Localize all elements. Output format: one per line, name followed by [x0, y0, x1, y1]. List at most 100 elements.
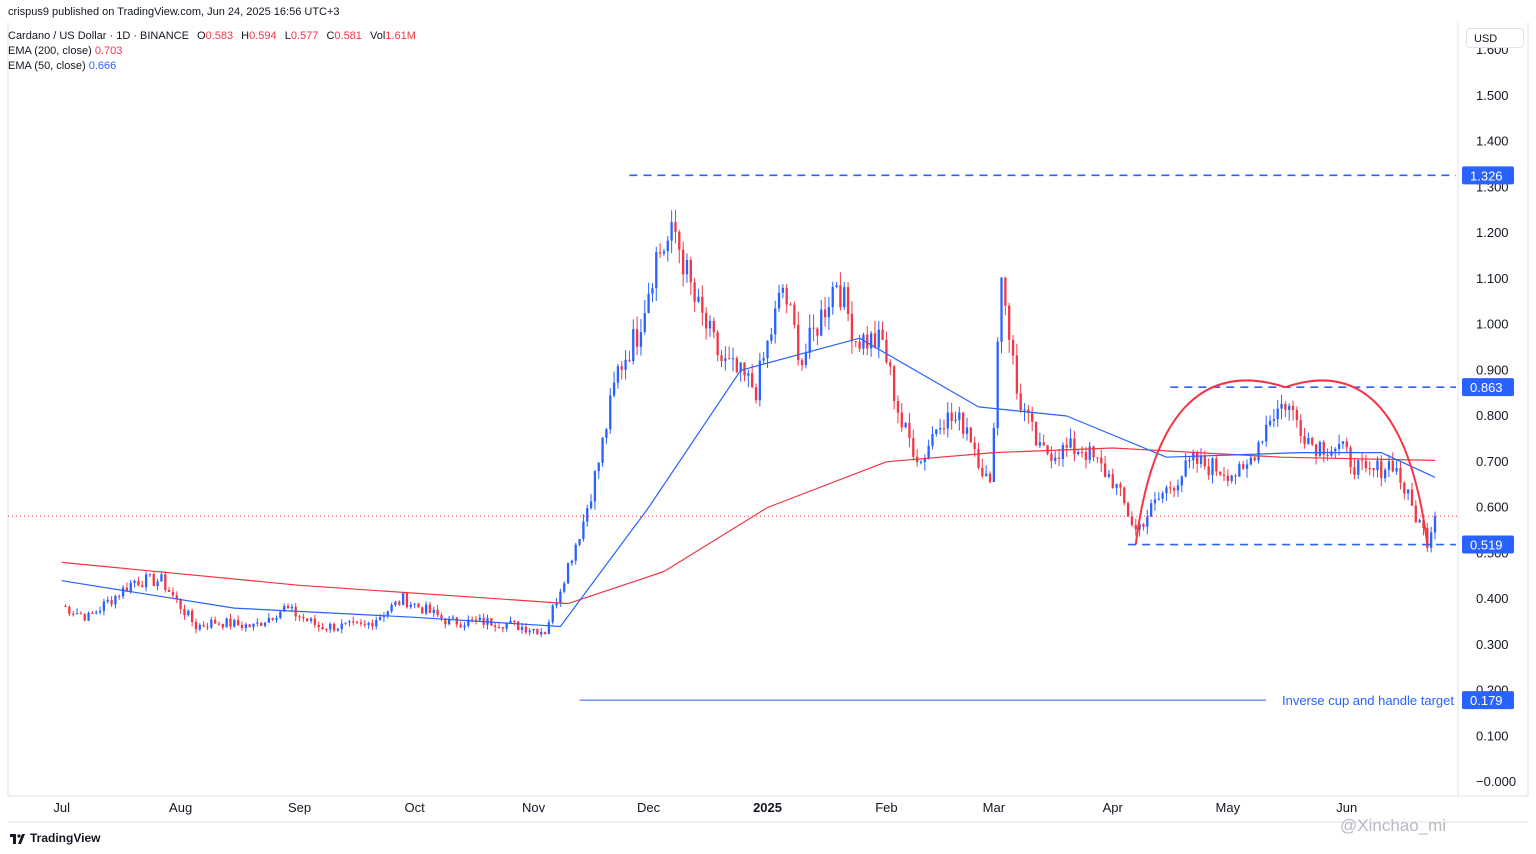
candle-body [248, 624, 251, 628]
candle-body [141, 585, 144, 588]
candle-body [1391, 461, 1394, 472]
tradingview-logo[interactable]: TradingView [10, 831, 100, 845]
candle-body [75, 613, 79, 615]
candle-body [1038, 442, 1042, 446]
candle-body [593, 471, 597, 502]
candle-body [432, 609, 435, 613]
candle-body [237, 619, 240, 625]
candle-body [1008, 305, 1011, 340]
candle-body [275, 618, 278, 620]
candle-body [244, 624, 247, 628]
y-tick-label: −0.000 [1476, 774, 1516, 789]
price-level-badge [1462, 691, 1514, 710]
x-tick-label: Dec [637, 800, 661, 815]
candle-body [1134, 524, 1137, 530]
candle-body [1149, 503, 1153, 517]
candle-body [808, 327, 811, 353]
candle-body [716, 332, 719, 356]
candle-body [770, 334, 773, 341]
candle-body [896, 400, 900, 413]
candle-body [375, 620, 378, 627]
candle-body [777, 292, 781, 309]
candle-body [283, 605, 286, 612]
candle-body [996, 341, 999, 429]
currency-button[interactable]: USD [1466, 28, 1524, 48]
candle-body [1307, 437, 1310, 444]
candle-body [1000, 277, 1003, 342]
tradingview-logo-icon [10, 833, 26, 844]
candle-body [332, 623, 336, 631]
candle-body [601, 437, 604, 463]
candle-body [267, 617, 270, 623]
ema200-legend[interactable]: EMA (200, close) 0.703 [8, 45, 122, 57]
candle-body [1261, 441, 1264, 443]
candle-body [1364, 460, 1368, 469]
candle-body [624, 359, 627, 370]
candle-body [881, 329, 884, 340]
candle-body [1372, 468, 1375, 471]
candle-body [325, 629, 328, 631]
candle-body [1184, 460, 1187, 477]
candle-body [1360, 460, 1364, 462]
candle-body [474, 619, 478, 621]
candle-body [463, 625, 466, 628]
candle-body [559, 591, 562, 603]
candle-body [417, 603, 420, 608]
candle-body [1295, 409, 1299, 421]
candle-body [106, 600, 109, 602]
candle-body [352, 621, 355, 623]
candle-body [1387, 461, 1391, 470]
candle-body [1395, 468, 1398, 472]
y-tick-label: 1.400 [1476, 134, 1509, 149]
x-tick-label: 2025 [753, 800, 782, 815]
candle-body [478, 617, 481, 621]
candle-body [1284, 403, 1287, 410]
candle-body [812, 327, 815, 329]
candle-body [1291, 405, 1295, 410]
candle-body [1222, 474, 1226, 476]
ema50-legend[interactable]: EMA (50, close) 0.666 [8, 60, 116, 72]
x-tick-label: Mar [983, 800, 1006, 815]
candle-body [421, 607, 424, 614]
candle-body [823, 309, 827, 318]
open-value: 0.583 [205, 30, 234, 42]
candle-body [1215, 458, 1218, 472]
candle-body [605, 429, 608, 438]
candle-body [405, 593, 409, 608]
candle-body [187, 610, 190, 616]
candle-body [1238, 464, 1241, 477]
candle-body [302, 616, 305, 619]
candle-body [540, 631, 543, 635]
candle-body [1199, 455, 1203, 464]
candle-body [160, 574, 163, 582]
candle-body [447, 618, 451, 625]
candle-body [1272, 419, 1276, 421]
candle-body [1046, 445, 1049, 454]
publisher-line: crispus9 published on TradingView.com, J… [8, 6, 340, 18]
candle-body [179, 598, 182, 609]
candle-body [1142, 523, 1145, 527]
candle-body [1265, 424, 1268, 442]
candle-body [210, 619, 213, 628]
candle-body [306, 618, 309, 622]
candle-body [1226, 475, 1229, 482]
x-tick-label: Jul [53, 800, 70, 815]
candle-body [1349, 447, 1352, 468]
candle-body [938, 428, 942, 430]
candle-body [198, 625, 201, 630]
candle-body [1276, 408, 1279, 420]
candle-body [1253, 457, 1256, 461]
close-label: C [326, 30, 335, 42]
candle-body [1207, 466, 1210, 476]
ema200-line [61, 447, 1436, 605]
candle-body [827, 307, 831, 318]
candle-body [279, 611, 282, 619]
candle-body [1015, 355, 1019, 394]
candle-body [98, 610, 102, 613]
candle-body [889, 362, 892, 367]
symbol-legend[interactable]: Cardano / US Dollar · 1D · BINANCE O0.58… [8, 30, 416, 42]
candle-body [1031, 413, 1034, 422]
candle-body [988, 473, 992, 483]
high-value: 0.594 [249, 30, 277, 42]
